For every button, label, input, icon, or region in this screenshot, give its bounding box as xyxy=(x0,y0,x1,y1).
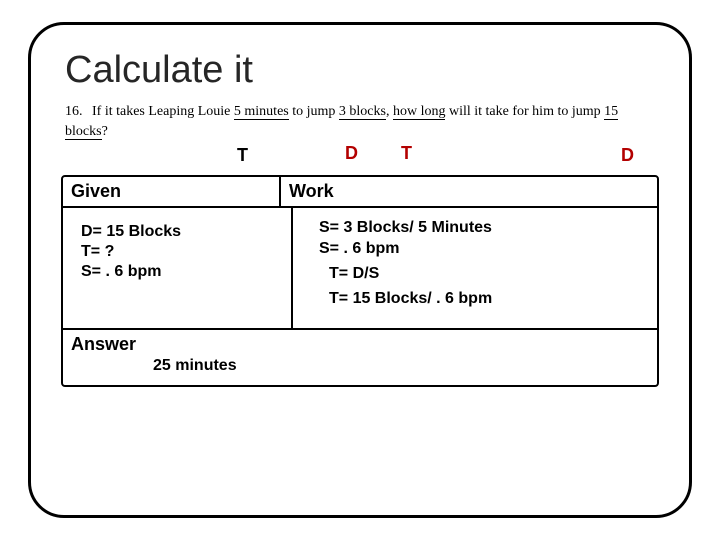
header-work: Work xyxy=(281,177,657,206)
q-u1: 5 minutes xyxy=(234,104,289,120)
question-number: 16. xyxy=(65,104,83,119)
q-u3: how long xyxy=(393,104,446,120)
question-text: 16. If it takes Leaping Louie 5 minutes … xyxy=(65,102,661,141)
work-line-3: T= D/S xyxy=(329,264,647,285)
work-line-4: T= 15 Blocks/ . 6 bpm xyxy=(329,289,647,310)
annotation-row: T D T D xyxy=(59,145,661,171)
annot-T-red: T xyxy=(401,143,412,164)
annot-D-red-2: D xyxy=(621,145,634,166)
q-u2: 3 blocks xyxy=(339,104,386,120)
work-table: Given Work D= 15 Blocks T= ? S= . 6 bpm … xyxy=(61,175,659,387)
work-line-1: S= 3 Blocks/ 5 Minutes xyxy=(319,218,647,239)
q-pre1: If it takes Leaping Louie xyxy=(92,104,234,119)
given-cell: D= 15 Blocks T= ? S= . 6 bpm xyxy=(63,208,293,328)
q-mid2: , xyxy=(386,104,393,119)
slide-frame: Calculate it 16. If it takes Leaping Lou… xyxy=(28,22,692,518)
annot-D-red: D xyxy=(345,143,358,164)
work-line-2: S= . 6 bpm xyxy=(319,239,647,260)
q-mid3: will it take for him to jump xyxy=(445,104,604,119)
header-given: Given xyxy=(63,177,281,206)
annot-T-black: T xyxy=(237,145,248,166)
answer-value: 25 minutes xyxy=(153,357,649,375)
table-body-row: D= 15 Blocks T= ? S= . 6 bpm S= 3 Blocks… xyxy=(63,208,657,328)
given-line-3: S= . 6 bpm xyxy=(81,262,281,282)
answer-label: Answer xyxy=(71,334,136,354)
q-mid1: to jump xyxy=(289,104,339,119)
slide-title: Calculate it xyxy=(65,49,661,92)
given-line-1: D= 15 Blocks xyxy=(81,222,281,242)
given-line-2: T= ? xyxy=(81,242,281,262)
q-post: ? xyxy=(102,124,108,139)
table-header-row: Given Work xyxy=(63,177,657,208)
work-cell: S= 3 Blocks/ 5 Minutes S= . 6 bpm T= D/S… xyxy=(293,208,657,328)
answer-row: Answer 25 minutes xyxy=(63,328,657,385)
